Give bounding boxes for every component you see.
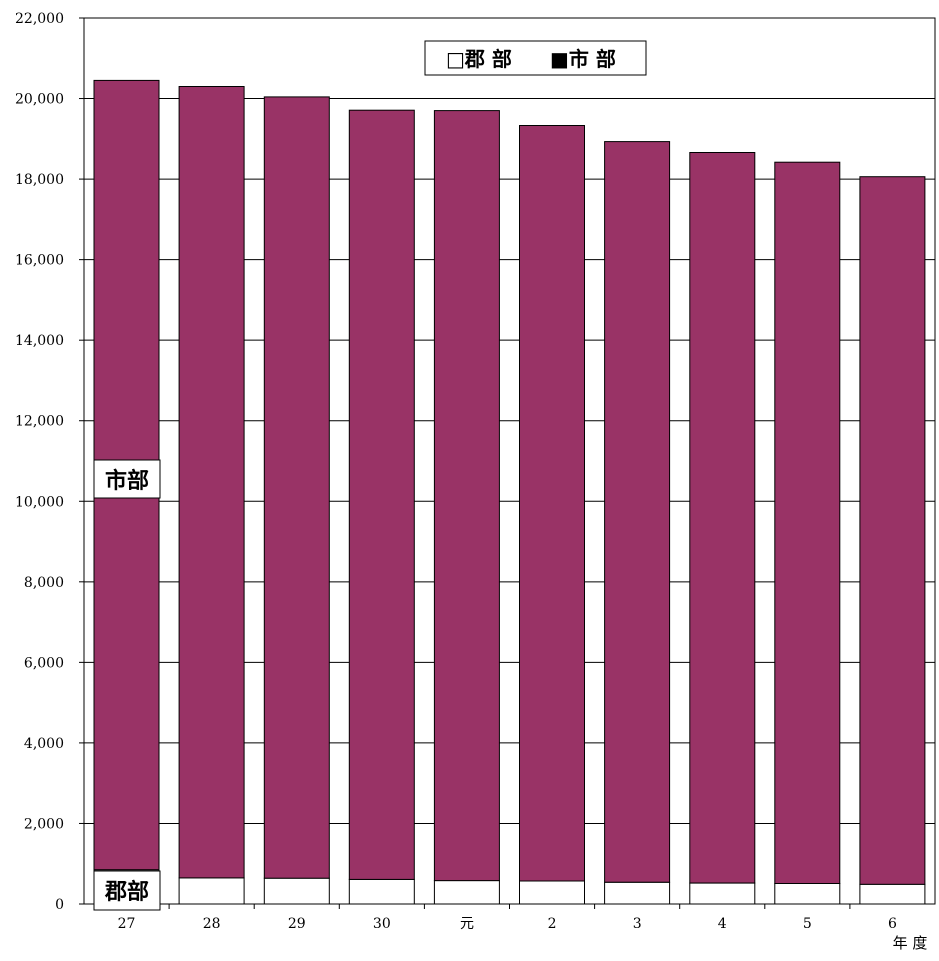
legend-entry-gunbu: □郡 部: [446, 47, 512, 71]
x-tick-label: 6: [888, 916, 897, 932]
bar-segment-shibu: [178, 86, 245, 879]
x-tick-label: 29: [288, 916, 306, 932]
bar-segment-gunbu: [774, 883, 841, 905]
x-tick-label: 2: [548, 916, 557, 932]
bar-segment-gunbu: [348, 878, 415, 905]
bar-segment-gunbu: [178, 877, 245, 905]
y-tick-label: 0: [55, 897, 64, 913]
y-tick-label: 2,000: [24, 816, 64, 832]
x-tick-label: 5: [803, 916, 812, 932]
bar-segment-gunbu: [433, 880, 500, 905]
y-tick-label: 18,000: [15, 172, 64, 188]
x-tick-label: 3: [633, 916, 642, 932]
legend-box: [424, 40, 647, 76]
x-tick-label: 27: [118, 916, 136, 932]
bar-segment-gunbu: [604, 881, 671, 905]
x-tick-label: 元: [460, 916, 474, 932]
bar-segment-shibu: [859, 176, 926, 885]
y-axis: 0 2,000 4,000 6,000 8,000 10,000 12,000 14,000 1…: [15, 11, 84, 913]
bar-segment-shibu: [263, 96, 330, 879]
y-tick-label: 12,000: [15, 414, 64, 430]
x-tick-label: 28: [203, 916, 221, 932]
annotation-shibu: 市部: [93, 459, 161, 499]
bar-segment-gunbu: [689, 882, 756, 905]
bar-segment-shibu: [774, 161, 841, 884]
bar-segment-shibu: [689, 152, 756, 884]
y-tick-label: 14,000: [15, 333, 64, 349]
bar-segment-shibu: [604, 141, 671, 883]
bar-segment-shibu: [519, 125, 585, 882]
legend-entry-shibu: ■市 部: [550, 47, 616, 71]
y-tick-label: 6,000: [24, 655, 64, 671]
svg-text:市部: 市部: [105, 468, 149, 494]
y-tick-label: 22,000: [15, 11, 64, 27]
y-tick-label: 4,000: [24, 736, 64, 752]
bars: [93, 79, 926, 905]
legend: □郡 部 ■市 部: [424, 40, 647, 76]
bar-segment-shibu: [433, 110, 500, 882]
y-tick-label: 8,000: [24, 575, 64, 591]
bar-segment-gunbu: [263, 877, 330, 905]
x-tick-label: 30: [373, 916, 391, 932]
y-tick-label: 16,000: [15, 253, 64, 269]
x-axis-title: 年 度: [893, 934, 928, 952]
x-tick-label: 4: [718, 916, 727, 932]
bar-segment-gunbu: [519, 880, 585, 905]
x-axis: 27 28 29 30 元 2 3 4 5 6: [118, 904, 897, 932]
annotation-gunbu: 郡部: [93, 870, 161, 911]
svg-text:郡部: 郡部: [104, 879, 149, 905]
y-tick-label: 20,000: [15, 92, 64, 108]
bar-segment-gunbu: [859, 883, 926, 905]
y-tick-label: 10,000: [15, 494, 64, 510]
bar-segment-shibu: [348, 109, 415, 880]
